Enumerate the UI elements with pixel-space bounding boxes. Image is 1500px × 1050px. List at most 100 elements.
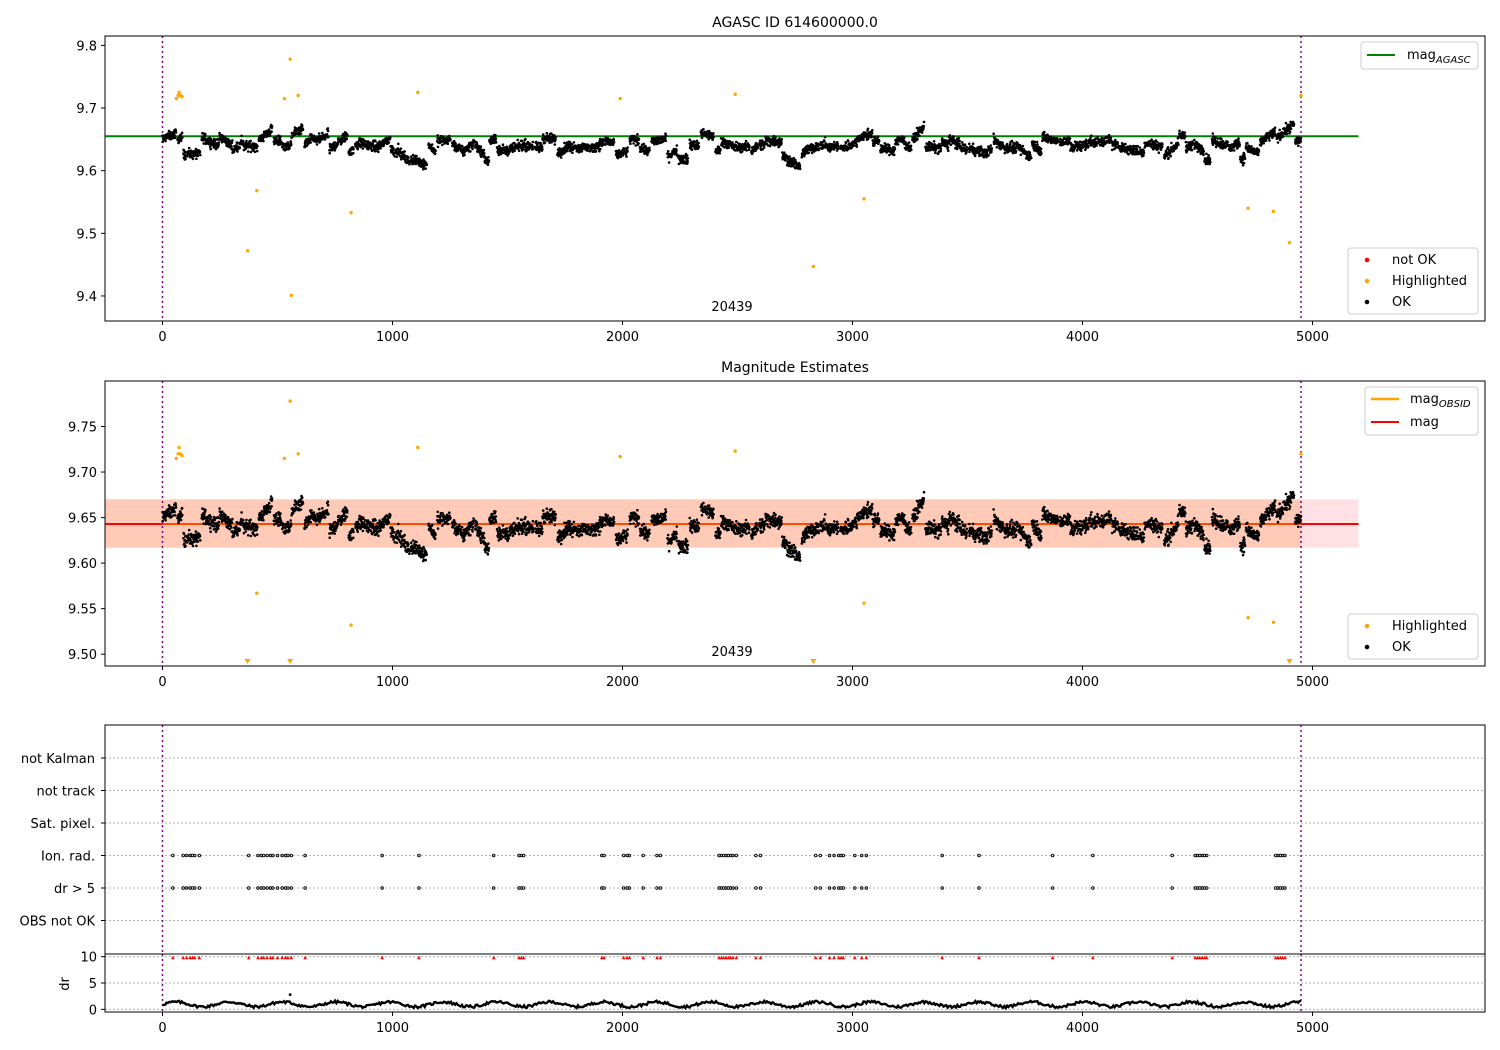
ok-point <box>184 544 187 548</box>
ok-point <box>939 149 942 153</box>
ok-point <box>1155 140 1159 144</box>
ok-point <box>626 146 629 149</box>
ok-point <box>1073 140 1077 143</box>
ok-point <box>1299 137 1303 140</box>
ok-point <box>220 510 224 513</box>
ok-point <box>1193 138 1196 142</box>
ok-point <box>1068 137 1072 140</box>
ok-point <box>1276 141 1280 144</box>
ok-point <box>836 147 840 151</box>
ok-point <box>436 134 440 137</box>
ok-point <box>888 153 891 157</box>
x-tick-label: 5000 <box>1296 330 1329 345</box>
ok-point <box>870 131 874 135</box>
ok-point <box>204 508 207 512</box>
ok-point <box>173 134 176 137</box>
ok-point <box>299 132 303 136</box>
highlighted-point <box>811 264 816 269</box>
ok-point <box>180 131 184 135</box>
ok-point <box>918 134 921 137</box>
ok-point <box>424 167 428 170</box>
ok-point <box>1080 140 1083 144</box>
ok-point <box>755 143 759 146</box>
ok-point <box>784 158 787 162</box>
ok-point <box>479 145 483 148</box>
ok-point <box>1273 129 1276 133</box>
ok-point <box>463 153 466 157</box>
ok-point <box>230 521 234 524</box>
ok-point <box>1278 128 1281 132</box>
ok-point <box>968 142 971 146</box>
ok-point <box>1184 135 1187 138</box>
ok-point <box>196 154 200 158</box>
ok-point <box>327 135 330 139</box>
ok-point <box>1256 153 1260 157</box>
ok-point <box>572 141 576 144</box>
ok-point <box>971 142 975 145</box>
ok-point <box>1021 144 1025 148</box>
ok-point <box>238 146 241 149</box>
ok-point <box>1237 137 1240 140</box>
agasc-legend-top: magAGASC <box>1360 41 1479 70</box>
ok-point <box>1184 140 1188 144</box>
ok-point <box>531 140 535 144</box>
ok-point <box>722 137 725 140</box>
ok-point <box>597 144 601 148</box>
ok-point <box>932 140 936 143</box>
ok-point <box>182 532 186 536</box>
ok-point <box>1015 146 1018 150</box>
ok-point <box>1157 151 1161 154</box>
ok-point <box>194 530 198 533</box>
ok-point <box>235 525 238 528</box>
agasc-legend-bottom: not OK Highlighted OK <box>1347 247 1479 315</box>
ok-point <box>1168 152 1172 155</box>
ok-point <box>1208 157 1212 161</box>
highlighted-point <box>862 197 866 201</box>
ok-point <box>1041 139 1044 142</box>
ok-point <box>642 142 646 146</box>
ok-point <box>289 519 293 522</box>
ok-point <box>415 154 418 158</box>
ok-point <box>184 157 187 161</box>
ok-point <box>301 128 305 131</box>
ok-point <box>939 147 943 151</box>
ok-point <box>517 149 521 152</box>
legend-ok-marker <box>1364 299 1370 305</box>
ok-point <box>224 513 227 517</box>
ok-point <box>541 133 545 136</box>
ok-point <box>454 142 457 145</box>
ok-point <box>922 120 926 124</box>
ok-point <box>173 514 177 517</box>
ok-point <box>198 535 202 538</box>
ok-point <box>482 148 486 152</box>
ok-point <box>747 148 751 151</box>
ok-point <box>240 511 243 514</box>
ok-point <box>173 136 177 140</box>
ok-point <box>568 140 572 144</box>
ok-point <box>1268 139 1271 142</box>
ok-point <box>756 146 760 149</box>
ok-point <box>421 161 424 164</box>
ok-point <box>719 148 722 152</box>
ok-point <box>486 163 490 166</box>
ok-point <box>507 152 511 155</box>
estimates-panel-title: Magnitude Estimates <box>721 360 869 376</box>
ok-point <box>425 163 429 167</box>
ok-point <box>948 134 952 137</box>
ok-point <box>550 132 553 135</box>
ok-point <box>1029 153 1032 157</box>
ok-point <box>337 137 340 140</box>
x-tick-label: 0 <box>158 330 166 345</box>
ok-point <box>245 518 248 522</box>
ok-point <box>1241 158 1245 162</box>
ok-point <box>700 136 704 139</box>
ok-point <box>513 149 517 152</box>
ok-point <box>780 137 784 141</box>
ok-point <box>1142 154 1145 157</box>
ok-point <box>244 530 248 533</box>
ok-point <box>483 152 486 155</box>
ok-point <box>494 133 497 137</box>
highlighted-point <box>1299 93 1303 98</box>
ok-point <box>836 142 839 146</box>
ok-point <box>494 137 498 140</box>
